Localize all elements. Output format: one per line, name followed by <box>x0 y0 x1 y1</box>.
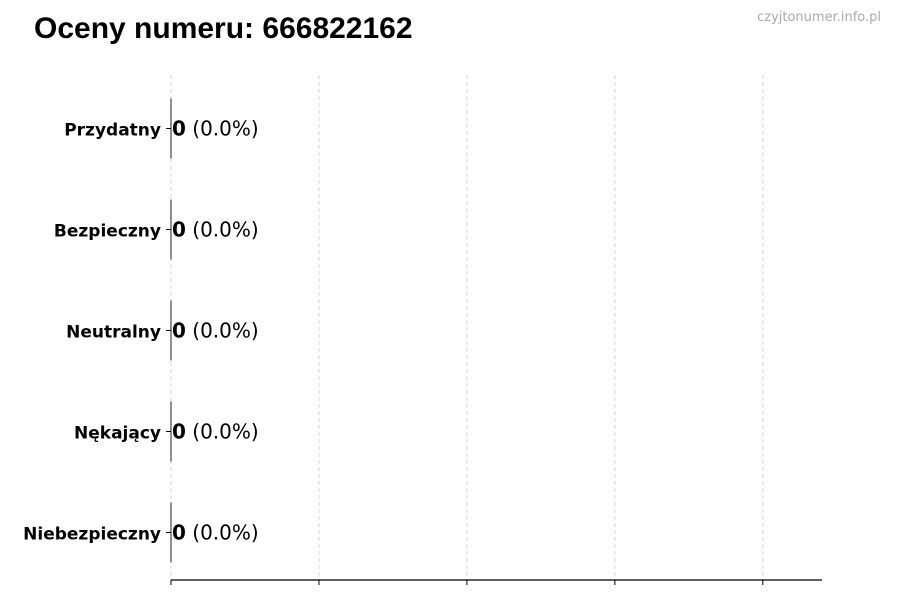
data-label: 0 (0.0%) <box>172 218 259 242</box>
data-value: 0 <box>172 319 186 343</box>
data-percent: (0.0%) <box>186 117 259 141</box>
data-label: 0 (0.0%) <box>172 319 259 343</box>
data-value: 0 <box>172 521 186 545</box>
data-percent: (0.0%) <box>186 420 259 444</box>
data-value: 0 <box>172 218 186 242</box>
data-value: 0 <box>172 420 186 444</box>
watermark: czyjtonumer.info.pl <box>757 10 881 25</box>
category-label: Przydatny <box>64 121 161 141</box>
category-label: Neutralny <box>66 323 161 343</box>
category-label: Bezpieczny <box>54 222 161 242</box>
category-label: Niebezpieczny <box>23 525 161 545</box>
data-value: 0 <box>172 117 186 141</box>
data-percent: (0.0%) <box>186 521 259 545</box>
chart-title: Oceny numeru: 666822162 <box>34 12 413 45</box>
data-percent: (0.0%) <box>186 319 259 343</box>
data-label: 0 (0.0%) <box>172 521 259 545</box>
data-label: 0 (0.0%) <box>172 117 259 141</box>
category-label: Nękający <box>74 424 161 444</box>
data-label: 0 (0.0%) <box>172 420 259 444</box>
data-percent: (0.0%) <box>186 218 259 242</box>
